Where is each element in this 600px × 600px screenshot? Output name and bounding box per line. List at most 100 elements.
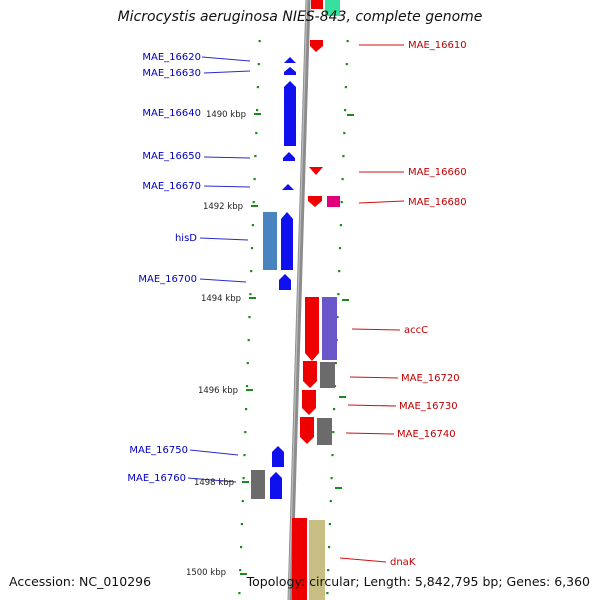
- gene-mae-16760[interactable]: [270, 472, 282, 499]
- tick-dot-left: [243, 454, 246, 457]
- tick-dot-right: [339, 224, 342, 227]
- gene-top-red[interactable]: [311, 0, 323, 9]
- tick-dot-right: [333, 408, 336, 411]
- cog-box-top-mint: [325, 0, 340, 16]
- reverse-callouts: [339, 44, 405, 563]
- label-mae-16670[interactable]: MAE_16670: [142, 181, 201, 192]
- tick-dot-right: [334, 362, 337, 365]
- tick-dot-left: [251, 224, 254, 227]
- tick-dot-right: [344, 86, 347, 89]
- tick-dot-left: [245, 385, 249, 388]
- label-accc[interactable]: accC: [404, 325, 428, 336]
- gene-mae-16730[interactable]: [302, 390, 316, 415]
- cog-box-accc: [322, 297, 337, 360]
- gene-accc[interactable]: [305, 297, 319, 361]
- tick-dot-right: [326, 592, 329, 595]
- tick-dot-right: [346, 40, 349, 43]
- genome-backbone: [287, 0, 311, 600]
- cog-box-mae-16760: [251, 470, 265, 499]
- label-dnak[interactable]: dnaK: [390, 557, 416, 568]
- gene-mae-16750[interactable]: [272, 446, 284, 467]
- gene-dnak[interactable]: [292, 518, 307, 600]
- ruler-label-1492: 1492 kbp: [203, 202, 243, 212]
- tick-dot-right: [342, 155, 345, 158]
- ruler-ticks: [240, 113, 354, 575]
- tick-dot-left: [250, 270, 253, 273]
- tick-dot-left: [241, 500, 244, 503]
- ruler-label-1498: 1498 kbp: [194, 478, 234, 488]
- tick-dot-right: [328, 523, 331, 526]
- tick-dot-right: [338, 247, 342, 250]
- label-mae-16630[interactable]: MAE_16630: [142, 68, 201, 79]
- tick-dot-right: [332, 431, 335, 434]
- tick-dot-left: [239, 569, 242, 572]
- label-mae-16640[interactable]: MAE_16640: [142, 108, 201, 119]
- label-mae-16680[interactable]: MAE_16680: [408, 197, 467, 208]
- tick-dot-left: [238, 592, 241, 595]
- gene-mae-16720[interactable]: [303, 361, 317, 388]
- tick-dot-left: [250, 247, 254, 250]
- tick-dot-right: [327, 569, 330, 572]
- tick-dot-left: [249, 293, 252, 296]
- genome-backbone-highlight: [288, 0, 308, 600]
- rna-mae-16680[interactable]: [327, 196, 340, 207]
- label-mae-16750[interactable]: MAE_16750: [129, 445, 188, 456]
- tick-dot-right: [343, 132, 346, 135]
- cog-box-mae-16720: [320, 362, 335, 388]
- tick-dot-right: [338, 270, 341, 273]
- tick-dot-right: [344, 109, 347, 112]
- label-mae-16700[interactable]: MAE_16700: [138, 274, 197, 285]
- label-mae-16720[interactable]: MAE_16720: [401, 373, 460, 384]
- tick-dot-right: [340, 201, 343, 204]
- label-mae-16760[interactable]: MAE_16760: [127, 473, 186, 484]
- gene-mae-16640[interactable]: [284, 81, 296, 146]
- tick-dot-left: [247, 339, 250, 342]
- tick-dot-left: [240, 523, 243, 526]
- topology-text: Topology: circular; Length: 5,842,795 bp…: [246, 574, 590, 589]
- gene-hisd[interactable]: [281, 212, 293, 270]
- tick-dot-right: [336, 316, 339, 319]
- tick-dot-right: [330, 477, 333, 480]
- accession-text: Accession: NC_010296: [9, 574, 152, 589]
- tick-dot-left: [244, 431, 247, 434]
- tick-dot-right: [341, 178, 344, 181]
- label-mae-16740[interactable]: MAE_16740: [397, 429, 456, 440]
- ruler-label-1496: 1496 kbp: [198, 386, 238, 396]
- tick-dot-left: [240, 546, 243, 549]
- gene-mae-16610[interactable]: [310, 40, 323, 52]
- tick-dot-left: [246, 362, 249, 365]
- label-mae-16730[interactable]: MAE_16730: [399, 401, 458, 412]
- reverse-gene-labels: MAE_16610 MAE_16660 MAE_16680 accC MAE_1…: [390, 40, 467, 568]
- gene-mae-16740[interactable]: [300, 417, 314, 444]
- tick-dot-left: [252, 201, 255, 204]
- tick-dot-right: [337, 293, 340, 296]
- label-hisd[interactable]: hisD: [175, 233, 197, 244]
- tick-dot-left: [242, 477, 245, 480]
- gene-mae-16620[interactable]: [284, 57, 296, 63]
- tick-dot-left: [254, 155, 257, 158]
- tick-dot-left: [256, 86, 259, 89]
- tick-dot-right: [328, 546, 331, 549]
- gene-mae-16630[interactable]: [284, 67, 296, 75]
- label-mae-16650[interactable]: MAE_16650: [142, 151, 201, 162]
- tick-dot-left: [248, 316, 251, 319]
- gene-mae-16680[interactable]: [308, 196, 322, 207]
- tick-dot-left: [258, 40, 261, 43]
- gene-mae-16700[interactable]: [279, 274, 291, 290]
- label-mae-16620[interactable]: MAE_16620: [142, 52, 201, 63]
- label-mae-16660[interactable]: MAE_16660: [408, 167, 467, 178]
- tick-dot-left: [255, 132, 258, 135]
- tick-dot-left: [245, 408, 248, 411]
- gene-mae-16650[interactable]: [283, 152, 295, 161]
- gene-mae-16660[interactable]: [309, 167, 323, 175]
- ruler-label-1494: 1494 kbp: [201, 294, 241, 304]
- ruler-label-1500: 1500 kbp: [186, 568, 226, 578]
- label-mae-16610[interactable]: MAE_16610: [408, 40, 467, 51]
- gene-mae-16670[interactable]: [282, 184, 294, 190]
- tick-dot-right: [329, 500, 332, 503]
- tick-dot-right: [345, 63, 348, 66]
- ruler-labels: 1490 kbp 1492 kbp 1494 kbp 1496 kbp 1498…: [186, 110, 246, 578]
- map-title: Microcystis aeruginosa NIES-843, complet…: [117, 9, 483, 25]
- tick-dot-left: [257, 63, 260, 66]
